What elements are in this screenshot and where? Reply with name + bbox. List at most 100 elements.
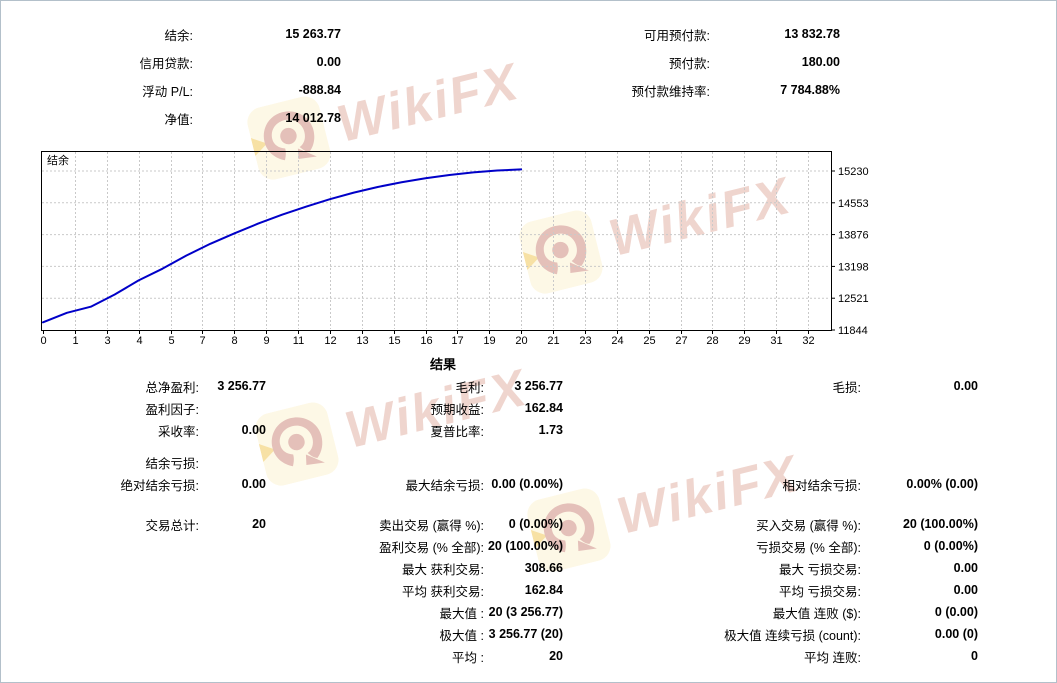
free-margin-label: 可用预付款: — [644, 28, 710, 43]
result-value: 0.00 — [241, 423, 266, 437]
svg-text:23: 23 — [579, 335, 591, 347]
result-value: 0 (0.00) — [934, 605, 978, 619]
result-value: 0 — [971, 649, 978, 663]
result-label: 交易总计: — [145, 518, 199, 533]
credit-value: 0.00 — [316, 55, 341, 69]
margin-value: 180.00 — [801, 55, 840, 69]
summary-row-credit: 信用贷款: 0.00 — [1, 48, 341, 76]
svg-text:14553: 14553 — [838, 198, 869, 210]
result-row: 采收率: 0.00 夏普比率: 1.73 — [1, 419, 1056, 441]
svg-text:17: 17 — [451, 335, 463, 347]
margin-level-value: 7 784.88% — [780, 83, 840, 97]
svg-text:24: 24 — [611, 335, 623, 347]
summary-row-free-margin: 可用预付款: 13 832.78 — [401, 20, 840, 48]
svg-text:15: 15 — [388, 335, 400, 347]
result-label: 总净盈利: — [145, 380, 199, 395]
result-value: 162.84 — [524, 401, 563, 415]
result-value: 0.00% (0.00) — [906, 477, 978, 491]
free-margin-value: 13 832.78 — [784, 27, 840, 41]
result-row: 总净盈利: 3 256.77 毛利: 3 256.77 毛损: 0.00 — [1, 375, 1056, 397]
result-row: 平均 获利交易: 162.84 平均 亏损交易: 0.00 — [1, 579, 1056, 601]
result-value: 0.00 — [953, 561, 978, 575]
svg-text:29: 29 — [738, 335, 750, 347]
result-label: 盈利因子: — [145, 402, 199, 417]
svg-text:11844: 11844 — [838, 325, 868, 337]
result-value: 0 (0.00%) — [508, 517, 563, 531]
result-label: 结余亏损: — [145, 456, 199, 471]
result-label: 亏损交易 (% 全部): — [756, 540, 861, 555]
result-label: 采收率: — [158, 424, 199, 439]
svg-text:9: 9 — [263, 335, 269, 347]
result-row: 结余亏损: — [1, 451, 1056, 473]
svg-text:7: 7 — [199, 335, 205, 347]
svg-text:12: 12 — [324, 335, 336, 347]
result-label: 买入交易 (赢得 %): — [756, 518, 861, 533]
result-row: 盈利因子: 预期收益: 162.84 — [1, 397, 1056, 419]
result-row: 平均 : 20 平均 连败: 0 — [1, 645, 1056, 667]
result-row: 最大值 : 20 (3 256.77) 最大值 连败 ($): 0 (0.00) — [1, 601, 1056, 623]
result-value: 0.00 — [953, 379, 978, 393]
result-label: 极大值 连续亏损 (count): — [724, 628, 861, 643]
result-value: 0 (0.00%) — [923, 539, 978, 553]
result-value: 0.00 (0) — [934, 627, 978, 641]
results-heading: 结果 — [429, 357, 456, 372]
result-value: 3 256.77 — [217, 379, 266, 393]
svg-text:13876: 13876 — [838, 230, 869, 242]
floating-pl-value: -888.84 — [298, 83, 341, 97]
result-row: 最大 获利交易: 308.66 最大 亏损交易: 0.00 — [1, 557, 1056, 579]
result-label: 平均 连败: — [804, 650, 861, 665]
svg-text:28: 28 — [706, 335, 718, 347]
result-label: 盈利交易 (% 全部): — [379, 540, 484, 555]
svg-text:4: 4 — [136, 335, 142, 347]
account-summary-left: 结余: 15 263.77 信用贷款: 0.00 浮动 P/L: -888.84… — [1, 20, 341, 132]
margin-label: 预付款: — [669, 56, 710, 71]
account-summary-right: 可用预付款: 13 832.78 预付款: 180.00 预付款维持率: 7 7… — [401, 20, 840, 104]
summary-row-equity: 净值: 14 012.78 — [1, 104, 341, 132]
result-label: 毛利: — [455, 380, 484, 395]
svg-text:32: 32 — [802, 335, 814, 347]
result-value: 0.00 — [241, 477, 266, 491]
result-value: 162.84 — [524, 583, 563, 597]
result-value: 3 256.77 — [514, 379, 563, 393]
balance-label: 结余: — [164, 28, 193, 43]
result-label: 卖出交易 (赢得 %): — [379, 518, 484, 533]
summary-row-margin: 预付款: 180.00 — [401, 48, 840, 76]
summary-row-margin-level: 预付款维持率: 7 784.88% — [401, 76, 840, 104]
result-value: 0.00 — [953, 583, 978, 597]
result-label: 相对结余亏损: — [782, 478, 861, 493]
result-label: 最大 亏损交易: — [779, 562, 861, 577]
svg-text:8: 8 — [231, 335, 237, 347]
result-label: 最大 获利交易: — [402, 562, 484, 577]
result-value: 308.66 — [524, 561, 563, 575]
result-label: 最大结余亏损: — [405, 478, 484, 493]
result-value: 1.73 — [538, 423, 563, 437]
equity-label: 净值: — [164, 112, 193, 127]
result-label: 夏普比率: — [430, 424, 484, 439]
result-value: 20 (3 256.77) — [488, 605, 563, 619]
svg-text:13198: 13198 — [838, 261, 869, 273]
result-label: 平均 获利交易: — [402, 584, 484, 599]
result-value: 20 (100.00%) — [902, 517, 978, 531]
result-row: 极大值 : 3 256.77 (20) 极大值 连续亏损 (count): 0.00 … — [1, 623, 1056, 645]
result-row: 交易总计: 20 卖出交易 (赢得 %): 0 (0.00%) 买入交易 (赢得 %):… — [1, 513, 1056, 535]
result-label: 最大值 : — [439, 606, 484, 621]
svg-text:5: 5 — [168, 335, 174, 347]
svg-text:27: 27 — [675, 335, 687, 347]
svg-text:31: 31 — [770, 335, 782, 347]
floating-pl-label: 浮动 P/L: — [142, 84, 193, 99]
svg-text:13: 13 — [356, 335, 368, 347]
credit-label: 信用贷款: — [139, 56, 193, 71]
svg-text:21: 21 — [547, 335, 559, 347]
svg-text:3: 3 — [104, 335, 110, 347]
result-value: 20 — [549, 649, 563, 663]
summary-row-balance: 结余: 15 263.77 — [1, 20, 341, 48]
svg-text:16: 16 — [420, 335, 432, 347]
svg-text:15230: 15230 — [838, 166, 869, 178]
result-value: 20 (100.00%) — [487, 539, 563, 553]
result-label: 极大值 : — [439, 628, 484, 643]
result-label: 平均 : — [452, 650, 484, 665]
result-label: 预期收益: — [430, 402, 484, 417]
result-label: 平均 亏损交易: — [779, 584, 861, 599]
